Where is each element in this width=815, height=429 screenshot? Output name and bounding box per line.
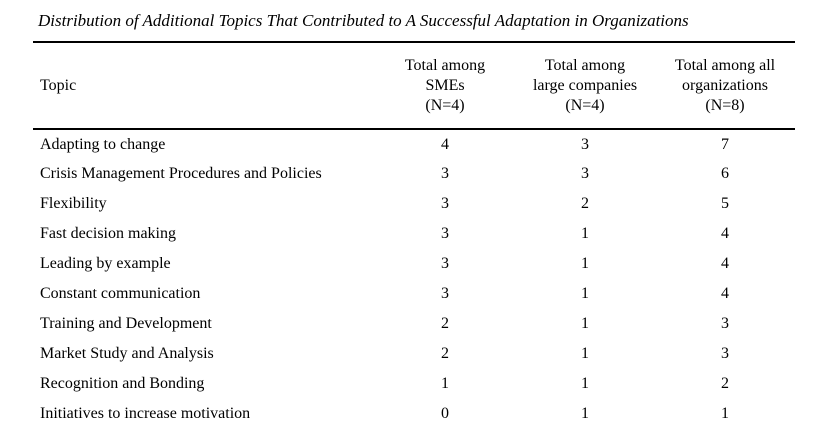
smes-count-cell: 3: [441, 195, 449, 212]
column-header-all-organizations: Total among all organizations (N=8): [655, 42, 795, 130]
table-header: Topic Total among SMEs (N=4) Total among…: [33, 42, 795, 130]
all-organizations-count-cell: 4: [721, 255, 729, 272]
header-line: (N=4): [425, 96, 465, 114]
large-companies-count-cell: 1: [581, 405, 589, 422]
table-row: Adapting to change 4 3 7: [33, 129, 795, 159]
table-row: Leading by example 3 1 4: [33, 249, 795, 279]
smes-count-cell: 4: [441, 135, 449, 153]
smes-count-cell: 0: [441, 405, 449, 422]
header-line: Total among: [544, 56, 626, 74]
header-line: large companies: [532, 76, 638, 94]
large-companies-count-cell: 3: [581, 135, 589, 153]
header-row: Topic Total among SMEs (N=4) Total among…: [33, 42, 795, 130]
topic-cell: Initiatives to increase motivation: [40, 405, 251, 422]
large-companies-count-cell: 1: [581, 255, 589, 272]
all-organizations-count-cell: 5: [721, 195, 729, 212]
header-line: (N=8): [705, 96, 745, 114]
header-line: (N=4): [565, 96, 605, 114]
topic-cell: Training and Development: [40, 315, 212, 332]
smes-count-cell: 3: [441, 165, 449, 182]
large-companies-count-cell: 1: [581, 315, 589, 332]
large-companies-count-cell: 1: [581, 345, 589, 362]
smes-count-cell: 3: [441, 225, 449, 242]
header-line: Total among: [404, 56, 486, 74]
all-organizations-count-cell: 3: [721, 315, 729, 332]
topic-cell: Leading by example: [40, 255, 171, 272]
topic-cell: Fast decision making: [40, 225, 176, 242]
topic-cell: Recognition and Bonding: [40, 375, 205, 392]
all-organizations-count-cell: 4: [721, 225, 729, 242]
table-row: Crisis Management Procedures and Policie…: [33, 159, 795, 189]
topic-cell: Crisis Management Procedures and Policie…: [40, 165, 322, 182]
smes-count-cell: 2: [441, 315, 449, 332]
all-organizations-count-cell: 1: [721, 405, 729, 422]
column-header-large-companies: Total among large companies (N=4): [515, 42, 655, 130]
large-companies-count-cell: 1: [581, 285, 589, 302]
table-row: Training and Development 2 1 3: [33, 309, 795, 339]
header-line: organizations: [682, 76, 768, 94]
table-row: Market Study and Analysis 2 1 3: [33, 339, 795, 369]
table-title: Distribution of Additional Topics That C…: [38, 11, 689, 30]
column-header-topic: Topic: [33, 42, 375, 130]
all-organizations-count-cell: 3: [721, 345, 729, 362]
table-row: Fast decision making 3 1 4: [33, 219, 795, 249]
smes-count-cell: 3: [441, 285, 449, 302]
header-line: Total among all: [674, 56, 776, 74]
topic-cell: Adapting to change: [40, 135, 166, 153]
table-row: Constant communication 3 1 4: [33, 279, 795, 309]
all-organizations-count-cell: 6: [721, 165, 729, 182]
table-row: Initiatives to increase motivation 0 1 1: [33, 399, 795, 429]
all-organizations-count-cell: 7: [721, 135, 729, 153]
smes-count-cell: 3: [441, 255, 449, 272]
table-row: Recognition and Bonding 1 1 2: [33, 369, 795, 399]
column-header-smes: Total among SMEs (N=4): [375, 42, 515, 130]
smes-count-cell: 1: [441, 375, 449, 392]
large-companies-count-cell: 3: [581, 165, 589, 182]
large-companies-count-cell: 2: [581, 195, 589, 212]
large-companies-count-cell: 1: [581, 375, 589, 392]
all-organizations-count-cell: 2: [721, 375, 729, 392]
topic-cell: Market Study and Analysis: [40, 345, 214, 362]
header-line: SMEs: [425, 76, 465, 94]
topic-cell: Flexibility: [40, 195, 107, 212]
table-row: Flexibility 3 2 5: [33, 189, 795, 219]
large-companies-count-cell: 1: [581, 225, 589, 242]
topics-table: Topic Total among SMEs (N=4) Total among…: [33, 41, 795, 429]
table-body: Adapting to change 4 3 7 Crisis Manageme…: [33, 129, 795, 429]
smes-count-cell: 2: [441, 345, 449, 362]
topic-cell: Constant communication: [40, 285, 201, 302]
header-line: Topic: [40, 76, 77, 94]
all-organizations-count-cell: 4: [721, 285, 729, 302]
